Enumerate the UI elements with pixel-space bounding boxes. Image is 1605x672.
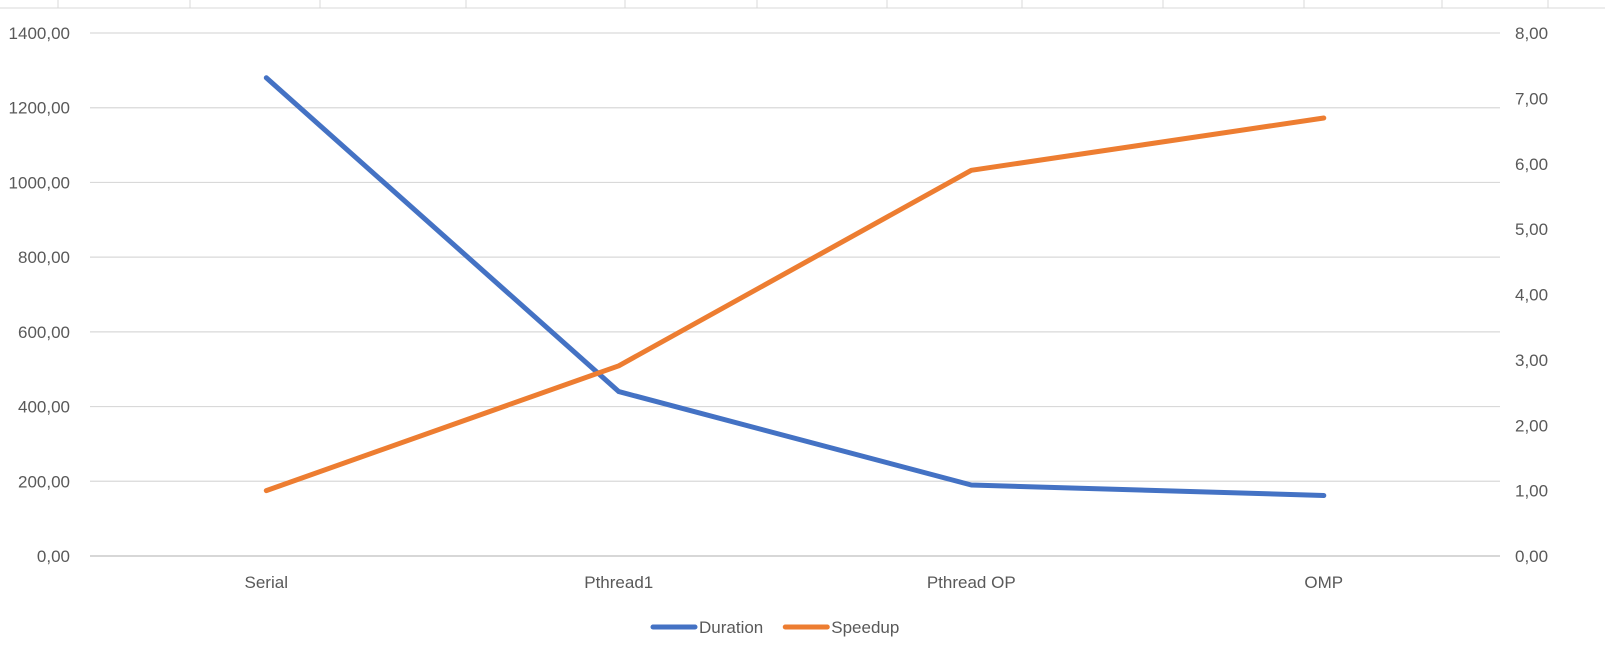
right-y-tick-label: 4,00 — [1515, 286, 1548, 305]
right-y-tick-label: 3,00 — [1515, 351, 1548, 370]
legend-label: Duration — [699, 618, 763, 637]
right-y-axis: 0,00 1,00 2,00 3,00 4,00 5,00 6,00 7,00 8,00 — [1515, 24, 1548, 566]
left-y-tick-label: 800,00 — [18, 248, 70, 267]
series-lines — [263, 75, 1327, 498]
right-y-tick-label: 6,00 — [1515, 155, 1548, 174]
legend: Duration Speedup — [650, 618, 899, 637]
left-y-tick-label: 200,00 — [18, 472, 70, 491]
left-y-tick-label: 400,00 — [18, 398, 70, 417]
left-y-tick-label: 1200,00 — [9, 99, 70, 118]
left-y-axis: 0,00 200,00 400,00 600,00 800,00 1000,00 1200,… — [9, 24, 70, 566]
series-line-duration — [263, 75, 1327, 498]
left-y-tick-label: 1000,00 — [9, 173, 70, 192]
legend-label: Speedup — [831, 618, 899, 637]
left-y-tick-label: 600,00 — [18, 323, 70, 342]
x-category-label: OMP — [1304, 573, 1343, 592]
right-y-tick-label: 7,00 — [1515, 89, 1548, 108]
right-y-tick-label: 1,00 — [1515, 482, 1548, 501]
left-y-tick-label: 0,00 — [37, 547, 70, 566]
right-y-tick-label: 2,00 — [1515, 416, 1548, 435]
x-category-label: Pthread OP — [927, 573, 1016, 592]
left-y-tick-label: 1400,00 — [9, 24, 70, 43]
x-category-label: Serial — [245, 573, 288, 592]
right-y-tick-label: 8,00 — [1515, 24, 1548, 43]
x-category-label: Pthread1 — [584, 573, 653, 592]
right-y-tick-label: 0,00 — [1515, 547, 1548, 566]
x-axis: Serial Pthread1 Pthread OP OMP — [245, 573, 1344, 592]
spreadsheet-column-dividers — [0, 0, 1605, 9]
series-line-speedup — [263, 115, 1327, 494]
gridlines — [90, 32, 1500, 557]
right-y-tick-label: 5,00 — [1515, 220, 1548, 239]
